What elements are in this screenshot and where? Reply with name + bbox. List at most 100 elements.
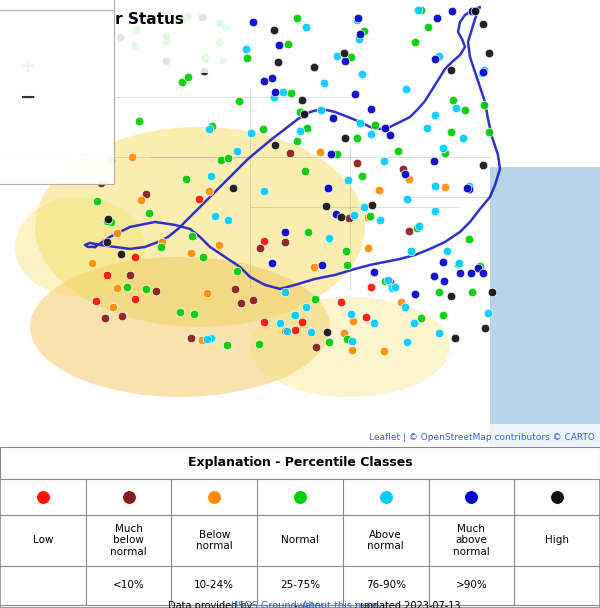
Text: +: +: [20, 58, 36, 77]
Point: [344, 213, 354, 223]
Point: [478, 160, 488, 170]
Point: [301, 22, 311, 32]
Text: Below
normal: Below normal: [196, 530, 233, 551]
Point: [183, 72, 193, 81]
Point: [190, 309, 199, 319]
Point: [247, 128, 256, 138]
Point: [467, 6, 476, 16]
Point: [161, 31, 170, 41]
Point: [259, 317, 268, 327]
Text: 76-90%: 76-90%: [366, 581, 406, 590]
Point: [248, 18, 257, 27]
Point: [347, 336, 357, 345]
Point: [448, 95, 458, 105]
Point: [386, 130, 395, 140]
Ellipse shape: [5, 125, 40, 150]
Point: [203, 334, 212, 344]
Point: [352, 15, 362, 25]
Point: [438, 311, 448, 320]
Point: [182, 12, 192, 21]
Point: [416, 314, 426, 323]
Point: [269, 92, 278, 102]
Point: [454, 258, 464, 268]
Point: [387, 283, 397, 293]
Point: [434, 287, 443, 297]
Point: [216, 156, 226, 165]
Point: [442, 246, 451, 256]
Point: [483, 308, 493, 317]
Point: [322, 326, 331, 336]
Point: [398, 164, 408, 174]
Point: [204, 123, 214, 133]
Text: Data provided by: Data provided by: [168, 601, 256, 608]
Point: [340, 47, 349, 57]
Point: [343, 175, 353, 185]
Point: [178, 77, 187, 87]
Point: [130, 252, 140, 262]
Point: [367, 200, 377, 210]
Point: [478, 19, 487, 29]
Point: [348, 317, 358, 326]
Text: 10-24%: 10-24%: [194, 581, 234, 590]
Point: [434, 51, 444, 61]
Point: [90, 105, 100, 114]
Point: [310, 294, 320, 304]
Point: [215, 18, 225, 27]
Text: Normal: Normal: [281, 535, 319, 545]
Point: [122, 282, 131, 292]
Ellipse shape: [30, 257, 330, 397]
Point: [220, 22, 230, 32]
Point: [374, 185, 383, 195]
Point: [187, 248, 196, 258]
Point: [455, 268, 465, 277]
Point: [106, 217, 116, 227]
Point: [325, 233, 334, 243]
Point: [248, 295, 258, 305]
Point: [271, 88, 280, 97]
Point: [363, 243, 373, 253]
Point: [458, 133, 467, 142]
Point: [346, 309, 356, 319]
Point: [232, 266, 242, 275]
Point: [102, 270, 112, 280]
Point: [290, 325, 300, 335]
Text: −: −: [20, 88, 36, 106]
Point: [268, 258, 277, 268]
Point: [439, 276, 449, 286]
Point: [198, 252, 208, 261]
Point: [325, 337, 334, 347]
Point: [116, 249, 126, 259]
Point: [478, 268, 488, 278]
Point: [131, 24, 141, 33]
Point: [479, 65, 489, 75]
Point: [404, 227, 413, 237]
Point: [337, 297, 346, 306]
Text: Low: Low: [32, 535, 53, 545]
Point: [460, 105, 469, 115]
Point: [310, 262, 319, 272]
Point: [451, 103, 461, 112]
Point: [401, 85, 410, 94]
Point: [357, 69, 367, 78]
Point: [187, 232, 197, 241]
Point: [484, 128, 494, 137]
Point: [410, 289, 419, 299]
Point: [429, 271, 439, 281]
Point: [87, 258, 97, 268]
Point: [331, 209, 341, 219]
Point: [340, 328, 349, 338]
Point: [281, 237, 290, 247]
Point: [346, 52, 356, 62]
Point: [396, 297, 406, 307]
Point: [480, 323, 490, 333]
Point: [340, 134, 350, 143]
Point: [352, 133, 362, 143]
Point: [254, 339, 264, 348]
Point: [464, 185, 474, 195]
Point: [298, 317, 307, 327]
Point: [295, 126, 305, 136]
Point: [349, 210, 359, 220]
Point: [383, 275, 393, 285]
Point: [297, 95, 307, 105]
Point: [347, 345, 357, 355]
